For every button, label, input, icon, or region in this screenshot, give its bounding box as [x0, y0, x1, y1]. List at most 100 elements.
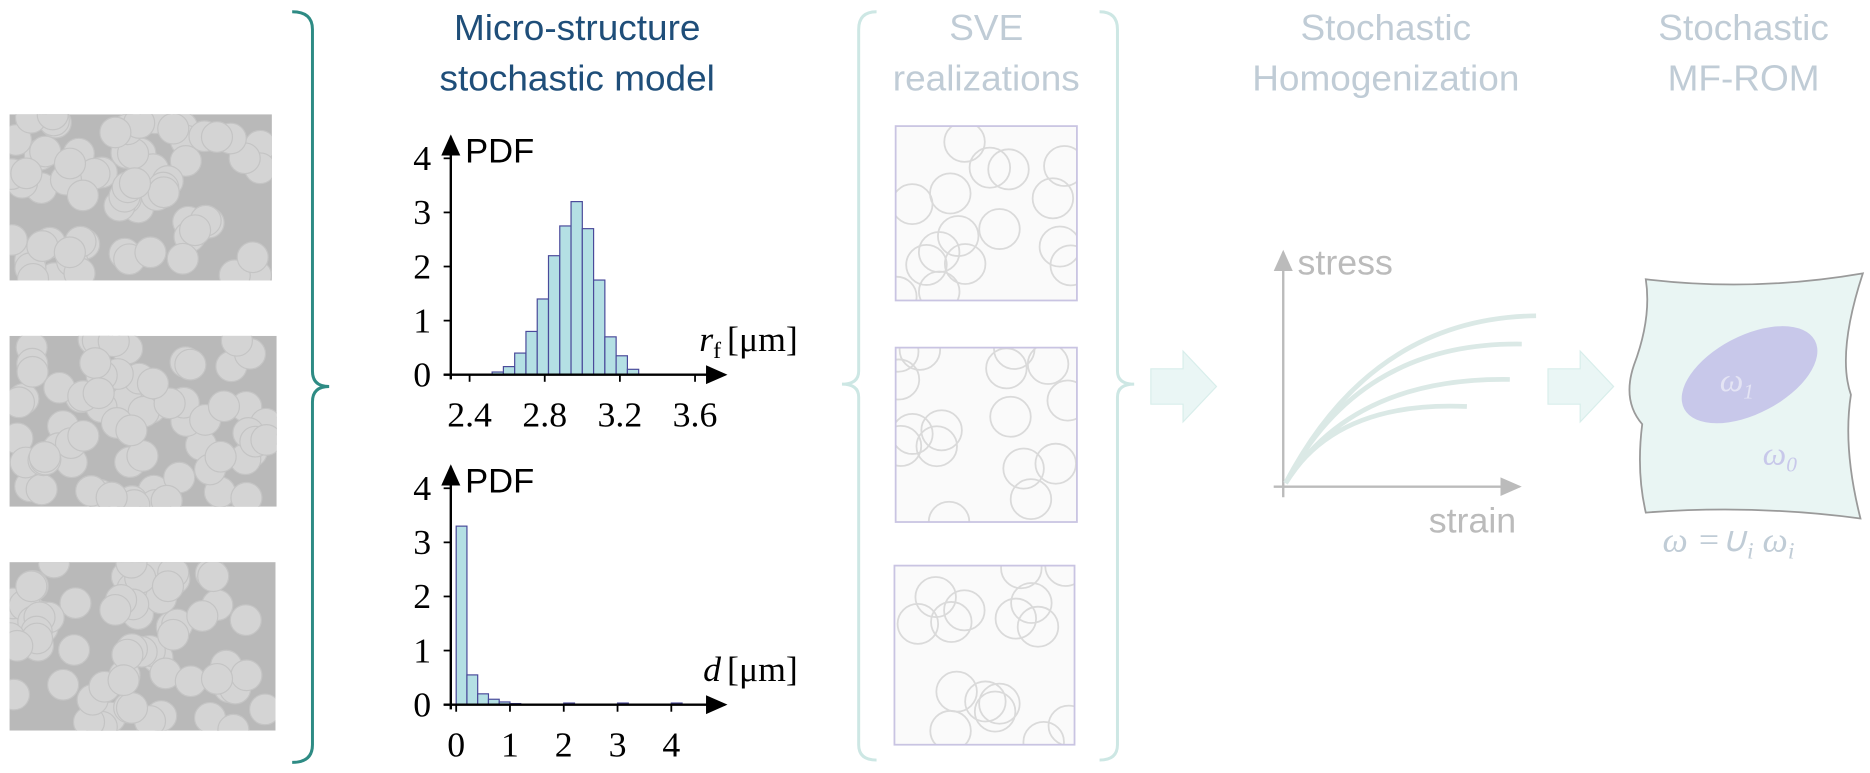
- fiber: [205, 441, 236, 472]
- fiber: [2, 630, 33, 661]
- fiber: [54, 237, 85, 268]
- x-tick-label: 2.8: [522, 395, 567, 435]
- x-axis-label: d[μm]: [703, 649, 798, 689]
- curves: [1286, 316, 1536, 483]
- y-tick-label: 1: [413, 301, 431, 341]
- bar: [467, 675, 478, 705]
- unit: [μm]: [727, 649, 798, 689]
- x-tick-label: 3.2: [598, 395, 643, 435]
- fiber: [100, 117, 131, 148]
- strain-label: strain: [1429, 501, 1516, 541]
- header: Stochastic: [1301, 7, 1472, 48]
- unit: [μm]: [727, 319, 798, 359]
- bar: [537, 299, 548, 375]
- fiber: [119, 168, 150, 199]
- fiber: [230, 605, 261, 636]
- fiber: [175, 349, 206, 380]
- bar: [526, 331, 537, 374]
- symbol: r: [699, 319, 713, 359]
- fiber: [237, 242, 268, 273]
- header: SVE: [949, 7, 1023, 48]
- y-tick-label: 3: [413, 192, 431, 232]
- micrograph: [0, 547, 281, 745]
- stress-label: stress: [1298, 243, 1393, 283]
- fiber: [83, 378, 114, 409]
- page: { "headers": [ {"lines": ["Micro-structu…: [0, 0, 1870, 773]
- fiber: [27, 231, 58, 262]
- fiber: [17, 356, 48, 387]
- x-axis-label: rf[μm]: [699, 319, 798, 364]
- fiber: [100, 595, 131, 626]
- fiber: [116, 415, 147, 446]
- bar: [616, 356, 627, 375]
- fiber: [135, 237, 166, 268]
- fiber: [250, 694, 281, 725]
- x-tick-label: 4: [662, 725, 680, 765]
- fiber: [0, 225, 27, 256]
- bar: [571, 202, 582, 375]
- bar: [503, 367, 514, 375]
- arrow: [1151, 351, 1217, 422]
- brace: [292, 12, 329, 763]
- bar: [582, 229, 593, 375]
- y-axis-label: PDF: [465, 463, 534, 501]
- fiber: [221, 325, 252, 356]
- fiber: [18, 264, 49, 295]
- fiber: [80, 348, 111, 379]
- header: realizations: [893, 58, 1080, 99]
- x-tick-label: 1: [501, 725, 519, 765]
- y-tick-label: 4: [413, 468, 431, 508]
- bar: [605, 337, 616, 375]
- micrographs: [0, 99, 285, 745]
- fiber: [108, 665, 139, 696]
- fiber: [96, 482, 127, 513]
- y-tick-label: 1: [413, 631, 431, 671]
- header: Micro-structure: [454, 7, 700, 48]
- fiber: [187, 601, 218, 632]
- bar: [478, 694, 489, 705]
- fiber: [231, 482, 262, 513]
- fiber: [158, 113, 189, 144]
- fiber: [54, 148, 85, 179]
- header: Stochastic: [1658, 7, 1829, 48]
- y-tick-label: 0: [413, 355, 431, 395]
- fiber: [231, 660, 262, 691]
- fiber: [16, 571, 47, 602]
- fiber: [180, 215, 211, 246]
- fiber: [158, 619, 189, 650]
- y-tick-label: 4: [413, 138, 431, 178]
- fiber: [201, 122, 232, 153]
- y-tick-label: 0: [413, 685, 431, 725]
- fiber: [251, 425, 282, 456]
- fiber: [151, 485, 182, 516]
- sve-samples: [876, 122, 1091, 762]
- fiber: [60, 588, 91, 619]
- x-tick-label: 3: [609, 725, 627, 765]
- fiber: [201, 664, 232, 695]
- union-formula: ω =∪i ωi: [1662, 520, 1794, 565]
- x-tick-label: 2.4: [447, 395, 492, 435]
- bracket-left: [842, 12, 877, 760]
- fiber: [68, 421, 99, 452]
- fiber: [208, 391, 239, 422]
- header: MF-ROM: [1668, 58, 1820, 99]
- fiber: [116, 547, 147, 578]
- x-tick-label: 3.6: [673, 395, 718, 435]
- micrograph: [2, 324, 285, 520]
- fiber: [11, 158, 42, 189]
- fiber: [198, 561, 229, 592]
- fiber: [59, 635, 90, 666]
- fiber: [152, 571, 183, 602]
- sve: [876, 122, 1091, 317]
- y-axis-label: PDF: [465, 133, 534, 171]
- bar: [456, 526, 467, 705]
- x-tick-label: 2: [555, 725, 573, 765]
- y-tick-label: 2: [413, 246, 431, 286]
- fiber: [148, 177, 179, 208]
- fiber: [137, 368, 168, 399]
- sve: [894, 546, 1089, 762]
- fiber: [167, 243, 198, 274]
- fiber: [0, 679, 29, 710]
- fiber: [38, 547, 69, 578]
